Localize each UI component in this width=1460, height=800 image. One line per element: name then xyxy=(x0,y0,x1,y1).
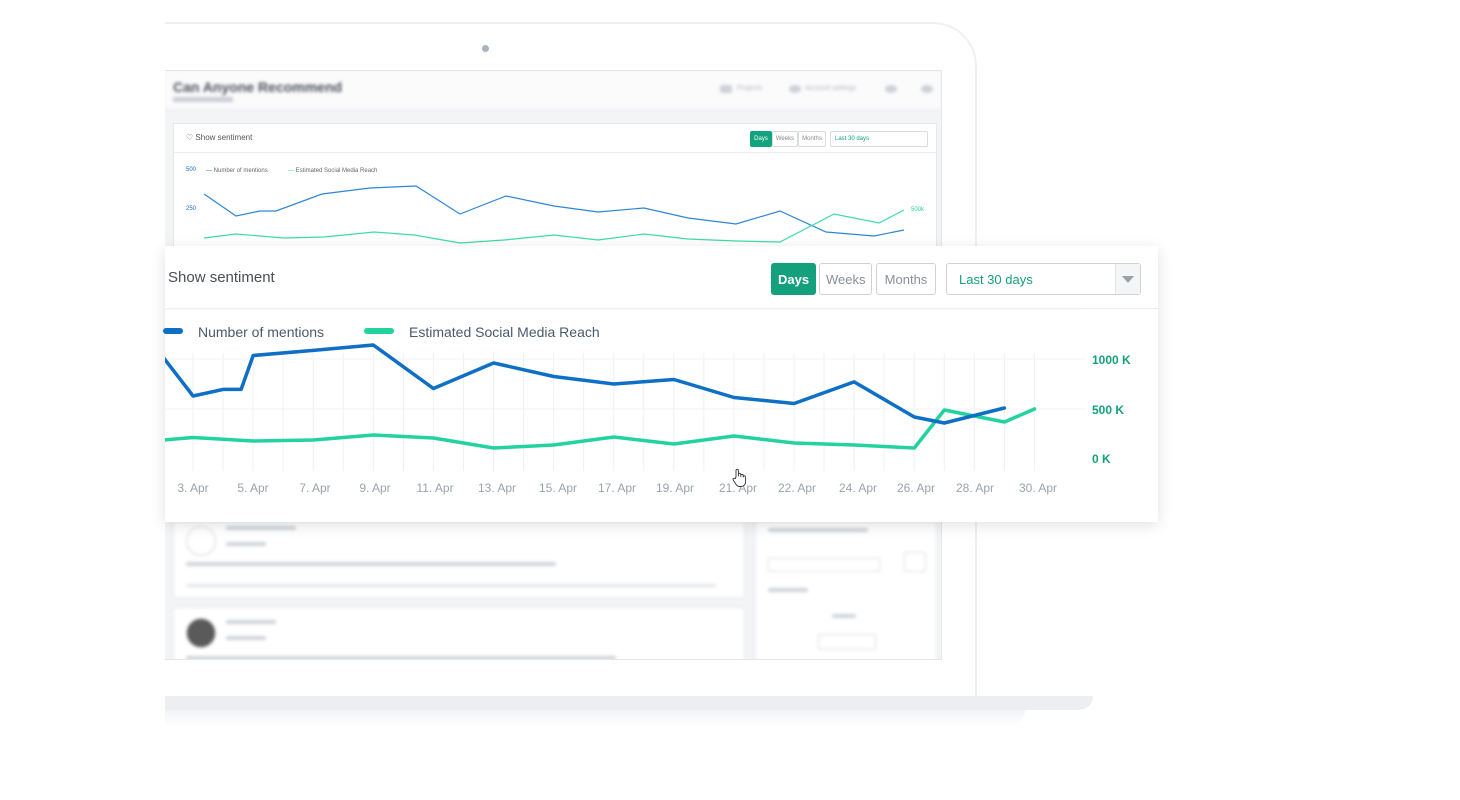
background-nav-account: Account settings xyxy=(805,85,857,92)
background-mentions-line xyxy=(203,185,905,237)
x-axis-tick-label: 21. Apr xyxy=(719,481,757,495)
background-screen: Can Anyone Recommend Projects Account se… xyxy=(165,70,942,660)
x-axis-tick-label: 9. Apr xyxy=(359,481,390,495)
mentions-chart-card: Show sentiment Days Weeks Months Last 30… xyxy=(163,246,1158,522)
mentions-series-line xyxy=(165,343,1007,425)
laptop-base-shadow xyxy=(165,710,1025,726)
background-range-select: Last 30 days xyxy=(830,131,928,147)
settings-icon xyxy=(921,85,933,93)
x-axis-tick-label: 28. Apr xyxy=(956,481,994,495)
x-axis-tick-label: 15. Apr xyxy=(539,481,577,495)
y-axis-tick-1000k: 1000 K xyxy=(1092,353,1131,367)
background-card-header: ♡ Show sentiment Days Weeks Months Last … xyxy=(174,124,936,153)
x-axis-tick-label: 5. Apr xyxy=(237,481,268,495)
background-post-2 xyxy=(173,607,745,659)
background-subtitle-bar xyxy=(173,97,233,102)
x-axis-tick-label: 19. Apr xyxy=(656,481,694,495)
background-reach-line xyxy=(203,209,905,244)
background-days-button: Days xyxy=(750,131,772,147)
background-title: Can Anyone Recommend xyxy=(173,79,343,95)
background-months-button: Months xyxy=(798,131,826,147)
legend-mentions-swatch xyxy=(163,328,183,334)
x-axis-tick-label: 11. Apr xyxy=(416,481,453,495)
account-icon xyxy=(789,85,801,93)
months-button[interactable]: Months xyxy=(876,263,936,295)
background-weeks-button: Weeks xyxy=(772,131,798,147)
x-axis-tick-label: 24. Apr xyxy=(839,481,877,495)
background-axis-500: 500 xyxy=(186,167,197,173)
background-chart xyxy=(203,185,905,244)
legend-mentions-label: Number of mentions xyxy=(198,324,325,340)
background-axis-500k: 500k xyxy=(911,207,925,213)
x-axis-tick-label: 30. Apr xyxy=(1019,481,1057,495)
camera-dot xyxy=(482,45,489,52)
background-sidebar xyxy=(755,521,937,659)
laptop-base xyxy=(165,696,1093,710)
mentions-reach-line-chart: 3. Apr 5. Apr 7. Apr 9. Apr 11. Apr 13. Apr 15… xyxy=(165,308,1085,495)
background-legend-mentions: — Number of mentions xyxy=(206,168,268,174)
date-range-value: Last 30 days xyxy=(959,272,1033,287)
weeks-button[interactable]: Weeks xyxy=(819,263,872,295)
x-axis-tick-label: 26. Apr xyxy=(897,481,935,495)
days-button[interactable]: Days xyxy=(771,263,816,295)
x-axis-tick-label: 3. Apr xyxy=(177,481,208,495)
background-posts xyxy=(173,521,745,659)
post-avatar-icon xyxy=(186,618,216,648)
background-chart-card: ♡ Show sentiment Days Weeks Months Last … xyxy=(173,123,937,255)
x-axis-tick-label: 22. Apr xyxy=(778,481,816,495)
background-show-sentiment: ♡ Show sentiment xyxy=(186,133,253,142)
background-legend-reach: — Estimated Social Media Reach xyxy=(288,168,378,174)
background-nav-projects: Projects xyxy=(737,85,763,92)
chevron-down-icon[interactable] xyxy=(1115,264,1140,294)
hand-cursor-icon xyxy=(732,468,747,487)
post-avatar-icon xyxy=(186,526,216,556)
projects-icon xyxy=(720,85,732,93)
x-axis-tick-label: 17. Apr xyxy=(598,481,636,495)
show-sentiment-toggle[interactable]: Show sentiment xyxy=(168,269,275,286)
help-icon xyxy=(885,85,897,93)
legend-reach-label: Estimated Social Media Reach xyxy=(409,324,600,340)
x-axis-tick-label: 7. Apr xyxy=(299,481,330,495)
date-range-select[interactable]: Last 30 days xyxy=(946,263,1141,295)
background-post-1 xyxy=(173,521,745,598)
legend-reach-swatch xyxy=(364,328,394,334)
y-axis-tick-500k: 500 K xyxy=(1092,403,1125,417)
background-header: Can Anyone Recommend Projects Account se… xyxy=(165,71,941,110)
y-axis-tick-0k: 0 K xyxy=(1092,452,1111,466)
background-axis-250: 250 xyxy=(186,206,197,212)
reach-series-line xyxy=(165,407,1037,450)
x-axis-tick-label: 13. Apr xyxy=(478,481,516,495)
